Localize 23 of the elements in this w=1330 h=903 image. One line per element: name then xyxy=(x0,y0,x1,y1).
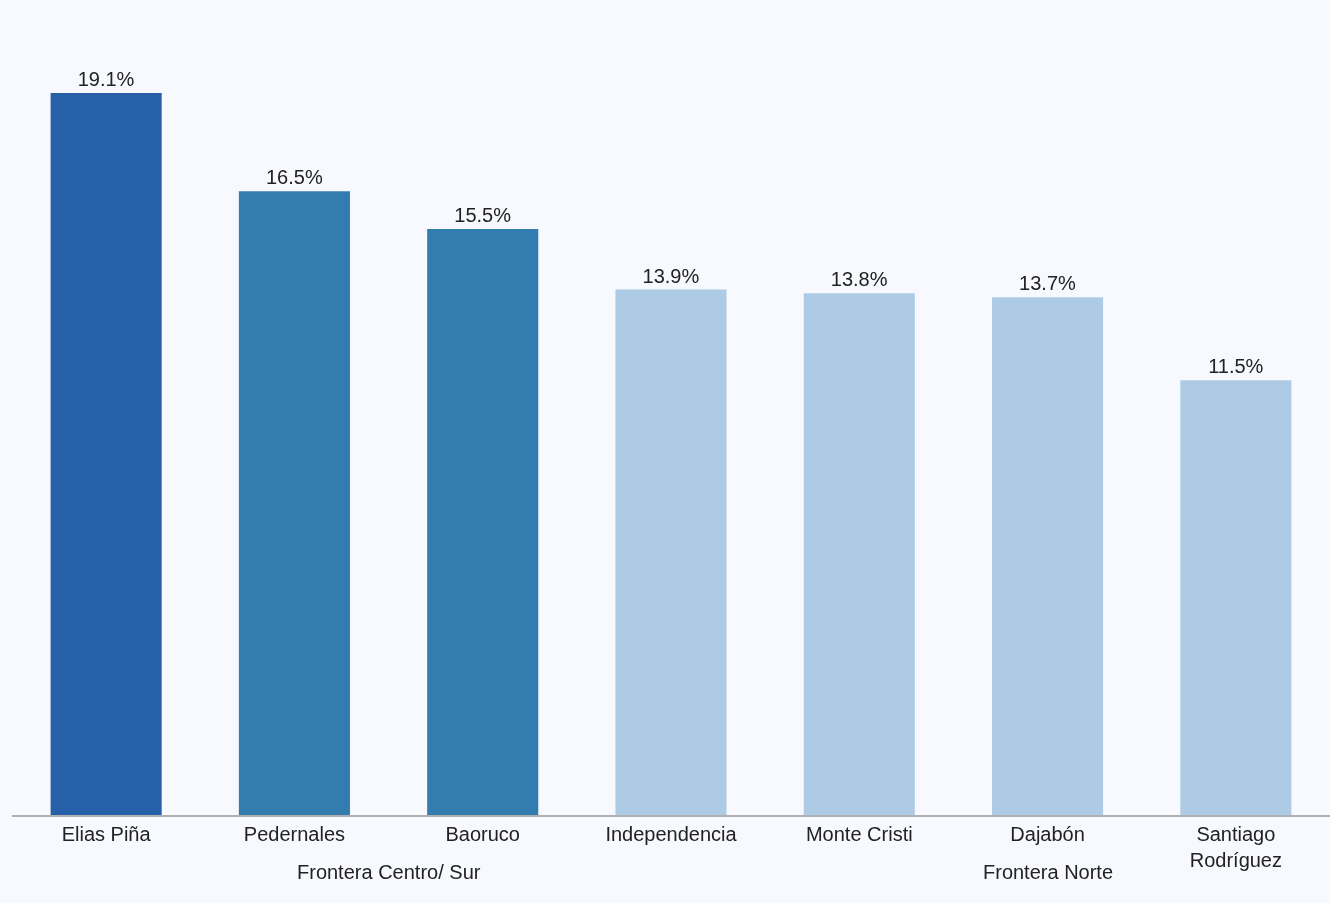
data-label: 13.9% xyxy=(642,264,700,287)
x-tick-label: Independencia xyxy=(605,822,738,845)
bar xyxy=(238,191,350,815)
data-label: 13.8% xyxy=(830,268,888,291)
x-tick-label: Dajabón xyxy=(1010,822,1085,845)
text: Frontera Norte xyxy=(983,861,1114,883)
data-label: 11.5% xyxy=(1208,355,1264,378)
x-tick-label: Pedernales xyxy=(243,822,346,845)
x-tick-label: Baoruco xyxy=(445,822,520,845)
x-tick-label: Monte Cristi xyxy=(805,822,913,845)
x-tick-label: Santiago Rodríguez xyxy=(1189,822,1282,871)
data-label: 19.1% xyxy=(77,68,135,90)
bar xyxy=(992,297,1104,815)
bar xyxy=(1180,380,1292,815)
text: Frontera Centro/ Sur xyxy=(297,861,481,883)
bar xyxy=(50,93,162,815)
bar xyxy=(427,229,539,815)
x-tick-label: Elias Piña xyxy=(61,822,152,845)
bar xyxy=(803,293,915,815)
bar xyxy=(615,289,727,815)
data-label: 16.5% xyxy=(265,166,323,189)
data-label: 13.7% xyxy=(1019,272,1077,295)
data-label: 15.5% xyxy=(454,204,512,227)
